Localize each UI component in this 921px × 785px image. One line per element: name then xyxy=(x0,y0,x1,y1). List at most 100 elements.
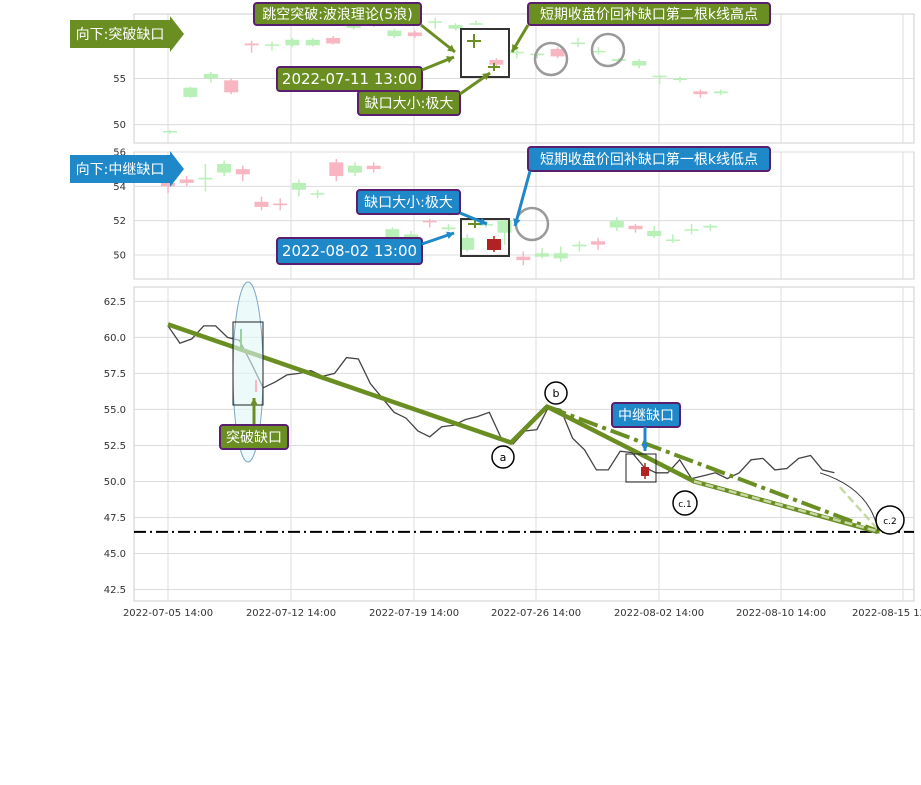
mid-candle-body xyxy=(441,227,456,230)
top-circle-marker xyxy=(533,41,569,77)
mid-candle-body xyxy=(647,230,662,237)
mid-gap-type-label-text: 向下:中继缺口 xyxy=(76,162,165,178)
mid-candle-body xyxy=(572,244,587,247)
mid-gap-type-label-arrow xyxy=(70,151,184,187)
mid-candle-body xyxy=(348,165,362,173)
mid-candle-body xyxy=(310,193,325,195)
top-candle-body xyxy=(183,87,198,97)
top-candle-body xyxy=(285,39,300,46)
wave-point-marker xyxy=(672,490,698,516)
mid-date-label-arrow-head xyxy=(446,231,454,239)
x-tick-label: 2022-07-19 14:00 xyxy=(369,608,459,619)
mid-date-label-box xyxy=(276,237,423,265)
top-candle-body xyxy=(428,21,443,23)
mid-candle-body xyxy=(235,169,250,175)
top-fill-label-box xyxy=(527,2,771,26)
x-tick-label: 2022-08-15 12:00 xyxy=(852,608,921,619)
wave-point-label: c.1 xyxy=(678,500,692,510)
wave-point-label: c.2 xyxy=(883,517,897,527)
main-ytick-label: 52.5 xyxy=(104,441,126,452)
mid-candle-body xyxy=(703,225,718,228)
mid-candle-body xyxy=(516,256,531,261)
mid-candle-body xyxy=(198,177,213,180)
relay-gap-label-text: 中继缺口 xyxy=(618,408,674,424)
relay-gap-box xyxy=(625,453,657,483)
main-ytick-label: 55.0 xyxy=(104,405,126,416)
top-circle-marker xyxy=(590,32,626,68)
main-ytick-label: 42.5 xyxy=(104,585,126,596)
breakout-gap-label-arrow-head xyxy=(250,398,258,406)
top-candle-body xyxy=(448,25,463,29)
top-fill-label-text: 短期收盘价回补缺口第二根k线高点 xyxy=(540,6,758,23)
mid-candle-body xyxy=(161,182,175,187)
top-date-label-arrow-head xyxy=(446,56,454,64)
top-candle-body xyxy=(244,43,259,46)
top-candle-body xyxy=(713,91,728,94)
main-ytick-label: 57.5 xyxy=(104,369,126,380)
x-tick-label: 2022-07-12 14:00 xyxy=(246,608,336,619)
mid-ytick-label: 56 xyxy=(113,148,126,159)
top-gap-size-label-text: 缺口大小:极大 xyxy=(365,96,454,112)
mid-candle-body xyxy=(460,237,475,250)
top-ytick-label: 55 xyxy=(113,74,126,85)
wave-theory-label-arrow-line xyxy=(420,23,456,54)
top-candle-body xyxy=(673,78,687,80)
wave-point-marker xyxy=(491,445,515,469)
top-candle-body xyxy=(509,51,524,54)
top-candle-body xyxy=(571,42,585,45)
projection-line xyxy=(839,486,881,533)
top-candle-body xyxy=(224,80,239,93)
top-date-label-text: 2022-07-11 13:00 xyxy=(282,70,417,88)
top-candle-body xyxy=(469,23,483,25)
mid-candle-body xyxy=(329,162,344,177)
top-gap-size-label-box xyxy=(357,90,461,116)
top-candle-body xyxy=(163,131,177,133)
mid-fill-label-arrow-head xyxy=(513,218,521,226)
mid-candle-body xyxy=(179,179,194,183)
top-candle-body xyxy=(203,73,218,79)
x-tick-label: 2022-07-05 14:00 xyxy=(123,608,213,619)
wave-point-marker xyxy=(544,381,568,405)
mid-candle-body xyxy=(254,201,269,207)
top-candle-body xyxy=(387,30,402,37)
top-candle-body xyxy=(632,60,647,66)
mid-candle-body xyxy=(553,253,568,259)
main-ytick-label: 45.0 xyxy=(104,549,126,560)
mid-candle-body xyxy=(422,220,437,223)
wave-point-marker xyxy=(875,505,905,535)
mid-gap-candle-body xyxy=(487,239,501,250)
top-fill-label-arrow-head xyxy=(512,44,519,52)
top-gap-size-label-arrow-head xyxy=(482,73,490,81)
x-tick-label: 2022-08-10 14:00 xyxy=(736,608,826,619)
breakout-gap-label-box xyxy=(219,424,289,450)
x-tick-label: 2022-07-26 14:00 xyxy=(491,608,581,619)
mid-candle-body xyxy=(366,165,381,170)
relay-gap-label-arrow-head xyxy=(641,443,649,451)
projection-line xyxy=(693,480,881,534)
main-ytick-label: 62.5 xyxy=(104,297,126,308)
mid-fill-label-arrow-line xyxy=(513,170,532,227)
projection-line xyxy=(546,404,881,534)
top-candle-body xyxy=(693,91,708,95)
top-candle-body xyxy=(407,32,422,37)
mid-candle-body xyxy=(628,225,643,230)
wave-theory-label-text: 跳空突破:波浪理论(5浪) xyxy=(262,7,413,23)
mid-candle-body xyxy=(535,253,549,257)
top-candle-body xyxy=(652,75,667,78)
mid-candle-body xyxy=(609,220,624,228)
top-ytick-label: 50 xyxy=(113,120,126,131)
mid-gap-size-label-box xyxy=(356,189,461,215)
mid-gap-size-label-text: 缺口大小:极大 xyxy=(364,195,453,211)
mid-ytick-label: 54 xyxy=(113,182,126,193)
top-candle-body xyxy=(326,37,341,44)
panel-frames xyxy=(133,13,915,602)
wave-theory-label-arrow-head xyxy=(447,44,455,52)
wave-point-label: a xyxy=(500,451,507,464)
mid-fill-label-text: 短期收盘价回补缺口第一根k线低点 xyxy=(540,151,758,168)
top-candle-body xyxy=(591,50,606,53)
mid-ytick-label: 52 xyxy=(113,216,126,227)
mid-fill-label-box xyxy=(527,146,771,172)
chart-marks xyxy=(134,15,914,535)
